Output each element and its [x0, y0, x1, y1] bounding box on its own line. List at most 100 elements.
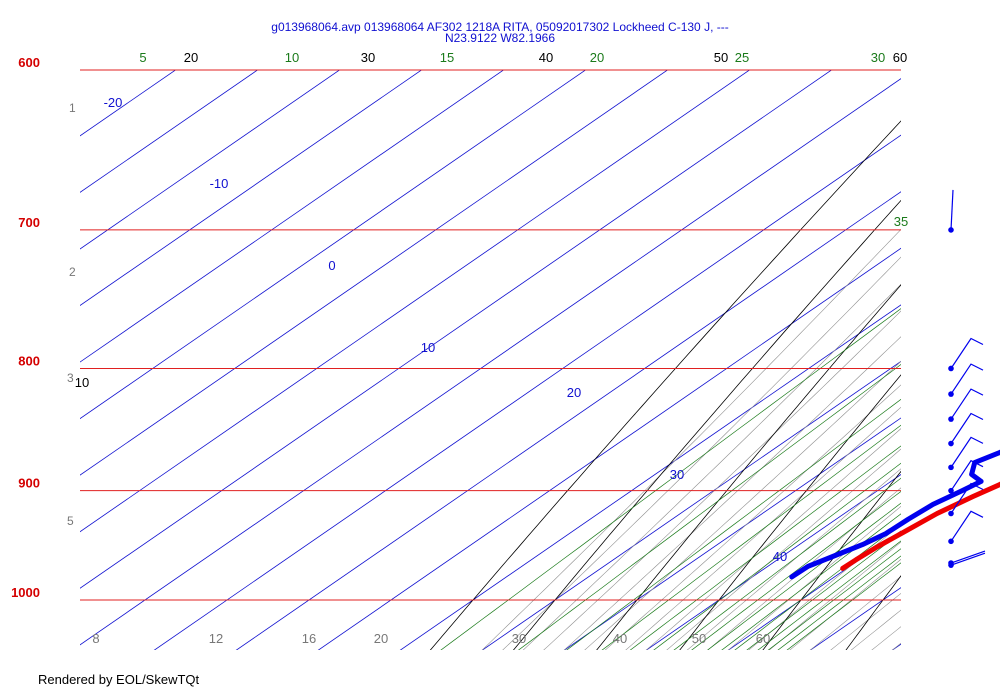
- dry-adiabat-label: 50: [714, 50, 728, 65]
- bottom-axis-label: 60: [756, 631, 770, 646]
- isotherm-line: [80, 70, 423, 307]
- dry-adiabat-line: [596, 284, 901, 650]
- wind-barb: [950, 552, 986, 566]
- bottom-axis-label: 30: [512, 631, 526, 646]
- wind-barb: [950, 510, 984, 542]
- wind-barb: [950, 550, 986, 564]
- moist-adiabat-line: [563, 336, 901, 650]
- mixing-ratio-label: 10: [285, 50, 299, 65]
- mixing-ratio-lines: [440, 308, 901, 650]
- dry-adiabat-line: [429, 120, 901, 650]
- pressure-label: 600: [18, 55, 40, 70]
- bottom-axis-label: 40: [613, 631, 627, 646]
- moist-adiabat-line: [748, 523, 901, 650]
- bottom-axis-label: 50: [692, 631, 706, 646]
- mixing-ratio-line: [786, 562, 901, 650]
- dry-adiabat-label: 30: [361, 50, 375, 65]
- wind-barb: [950, 388, 984, 420]
- moist-adiabat-line: [789, 558, 901, 650]
- mixing-ratio-label: 5: [139, 50, 146, 65]
- isotherm-line: [80, 78, 901, 646]
- isotherm-label: 30: [670, 467, 684, 482]
- dry-adiabat-label: 40: [539, 50, 553, 65]
- isotherm-label: 40: [773, 549, 787, 564]
- bottom-axis-label: 12: [209, 631, 223, 646]
- mixing-ratio-line: [721, 513, 901, 650]
- altitude-label: 1: [69, 101, 76, 115]
- altitude-label: 5: [67, 514, 74, 528]
- isotherm-line: [80, 70, 505, 363]
- dry-adiabat-label: 20: [184, 50, 198, 65]
- mixing-ratio-line: [757, 540, 901, 650]
- altitude-label: 3: [67, 371, 74, 385]
- bottom-axis-label: 8: [92, 631, 99, 646]
- mixing-ratio-line: [601, 424, 901, 650]
- isotherm-line: [727, 530, 901, 650]
- mixing-ratio-label: 35: [894, 214, 908, 229]
- pressure-label: 700: [18, 215, 40, 230]
- wind-barb: [950, 412, 984, 444]
- isotherm-label: 0: [328, 258, 335, 273]
- isotherm-label: -20: [104, 95, 123, 110]
- moist-adiabat-line: [912, 35, 1000, 651]
- isotherm-label: 20: [567, 385, 581, 400]
- wind-barb: [950, 436, 984, 468]
- isotherm-line: [235, 191, 901, 650]
- isotherm-line: [974, 35, 1000, 651]
- wind-barb: [950, 189, 954, 230]
- mixing-ratio-label: 20: [590, 50, 604, 65]
- chart-title: g013968064.avp 013968064 AF302 1218A RIT…: [271, 20, 728, 34]
- moist-adiabat-line: [522, 283, 901, 650]
- dewpoint-trace: [789, 449, 1000, 580]
- isotherm-line: [80, 70, 751, 533]
- dry-adiabat-line: [512, 199, 901, 650]
- isotherm-lines: [80, 35, 1000, 651]
- moist-adiabat-line: [686, 468, 901, 650]
- moist-adiabat-line: [768, 541, 901, 650]
- moist-adiabat-line: [666, 448, 901, 650]
- isotherm-line: [563, 417, 901, 650]
- isotherm-line: [481, 360, 901, 650]
- isotherm-line: [153, 134, 901, 650]
- isotherm-line: [891, 643, 901, 650]
- mixing-ratio-line: [746, 532, 901, 650]
- moist-adiabat-line: [891, 642, 901, 650]
- wind-barbs: [948, 189, 986, 568]
- mixing-ratio-line: [777, 555, 901, 650]
- moist-adiabat-line: [850, 609, 901, 650]
- mixing-ratio-label: 25: [735, 50, 749, 65]
- moist-adiabat-line: [481, 228, 901, 650]
- bottom-axis-label: 16: [302, 631, 316, 646]
- temperature-trace: [840, 481, 1000, 571]
- render-credit: Rendered by EOL/SkewTQt: [38, 672, 200, 687]
- mixing-ratio-line: [566, 398, 901, 650]
- moist-adiabat-line: [625, 406, 901, 650]
- mixing-ratio-line: [518, 364, 901, 650]
- mixing-ratio-line: [673, 477, 901, 650]
- pressure-label: 900: [18, 476, 40, 491]
- bottom-axis-label: 20: [374, 631, 388, 646]
- wind-barb: [950, 363, 984, 395]
- moist-adiabat-line: [974, 35, 1000, 651]
- isotherm-line: [80, 70, 341, 250]
- isotherm-label: -10: [210, 176, 229, 191]
- isotherm-line: [80, 70, 669, 476]
- mixing-ratio-line: [767, 548, 901, 650]
- mixing-ratio-label: 30: [871, 50, 885, 65]
- isotherm-label: 10: [421, 340, 435, 355]
- mixing-ratio-line: [691, 490, 901, 650]
- isotherm-line: [80, 70, 177, 137]
- chart-subtitle: N23.9122 W82.1966: [445, 31, 555, 45]
- dry-adiabat-lines: [429, 120, 901, 650]
- dry-adiabat-label: 10: [75, 375, 89, 390]
- pressure-label: 1000: [11, 585, 40, 600]
- moist-adiabat-line: [502, 256, 901, 650]
- moist-adiabat-line: [727, 505, 901, 650]
- sounding-traces: [789, 449, 1000, 580]
- mixing-ratio-line: [707, 502, 901, 650]
- moist-adiabat-line: [645, 428, 901, 650]
- mixing-ratio-line: [734, 523, 901, 650]
- isotherm-line: [80, 70, 587, 420]
- altitude-label: 2: [69, 265, 76, 279]
